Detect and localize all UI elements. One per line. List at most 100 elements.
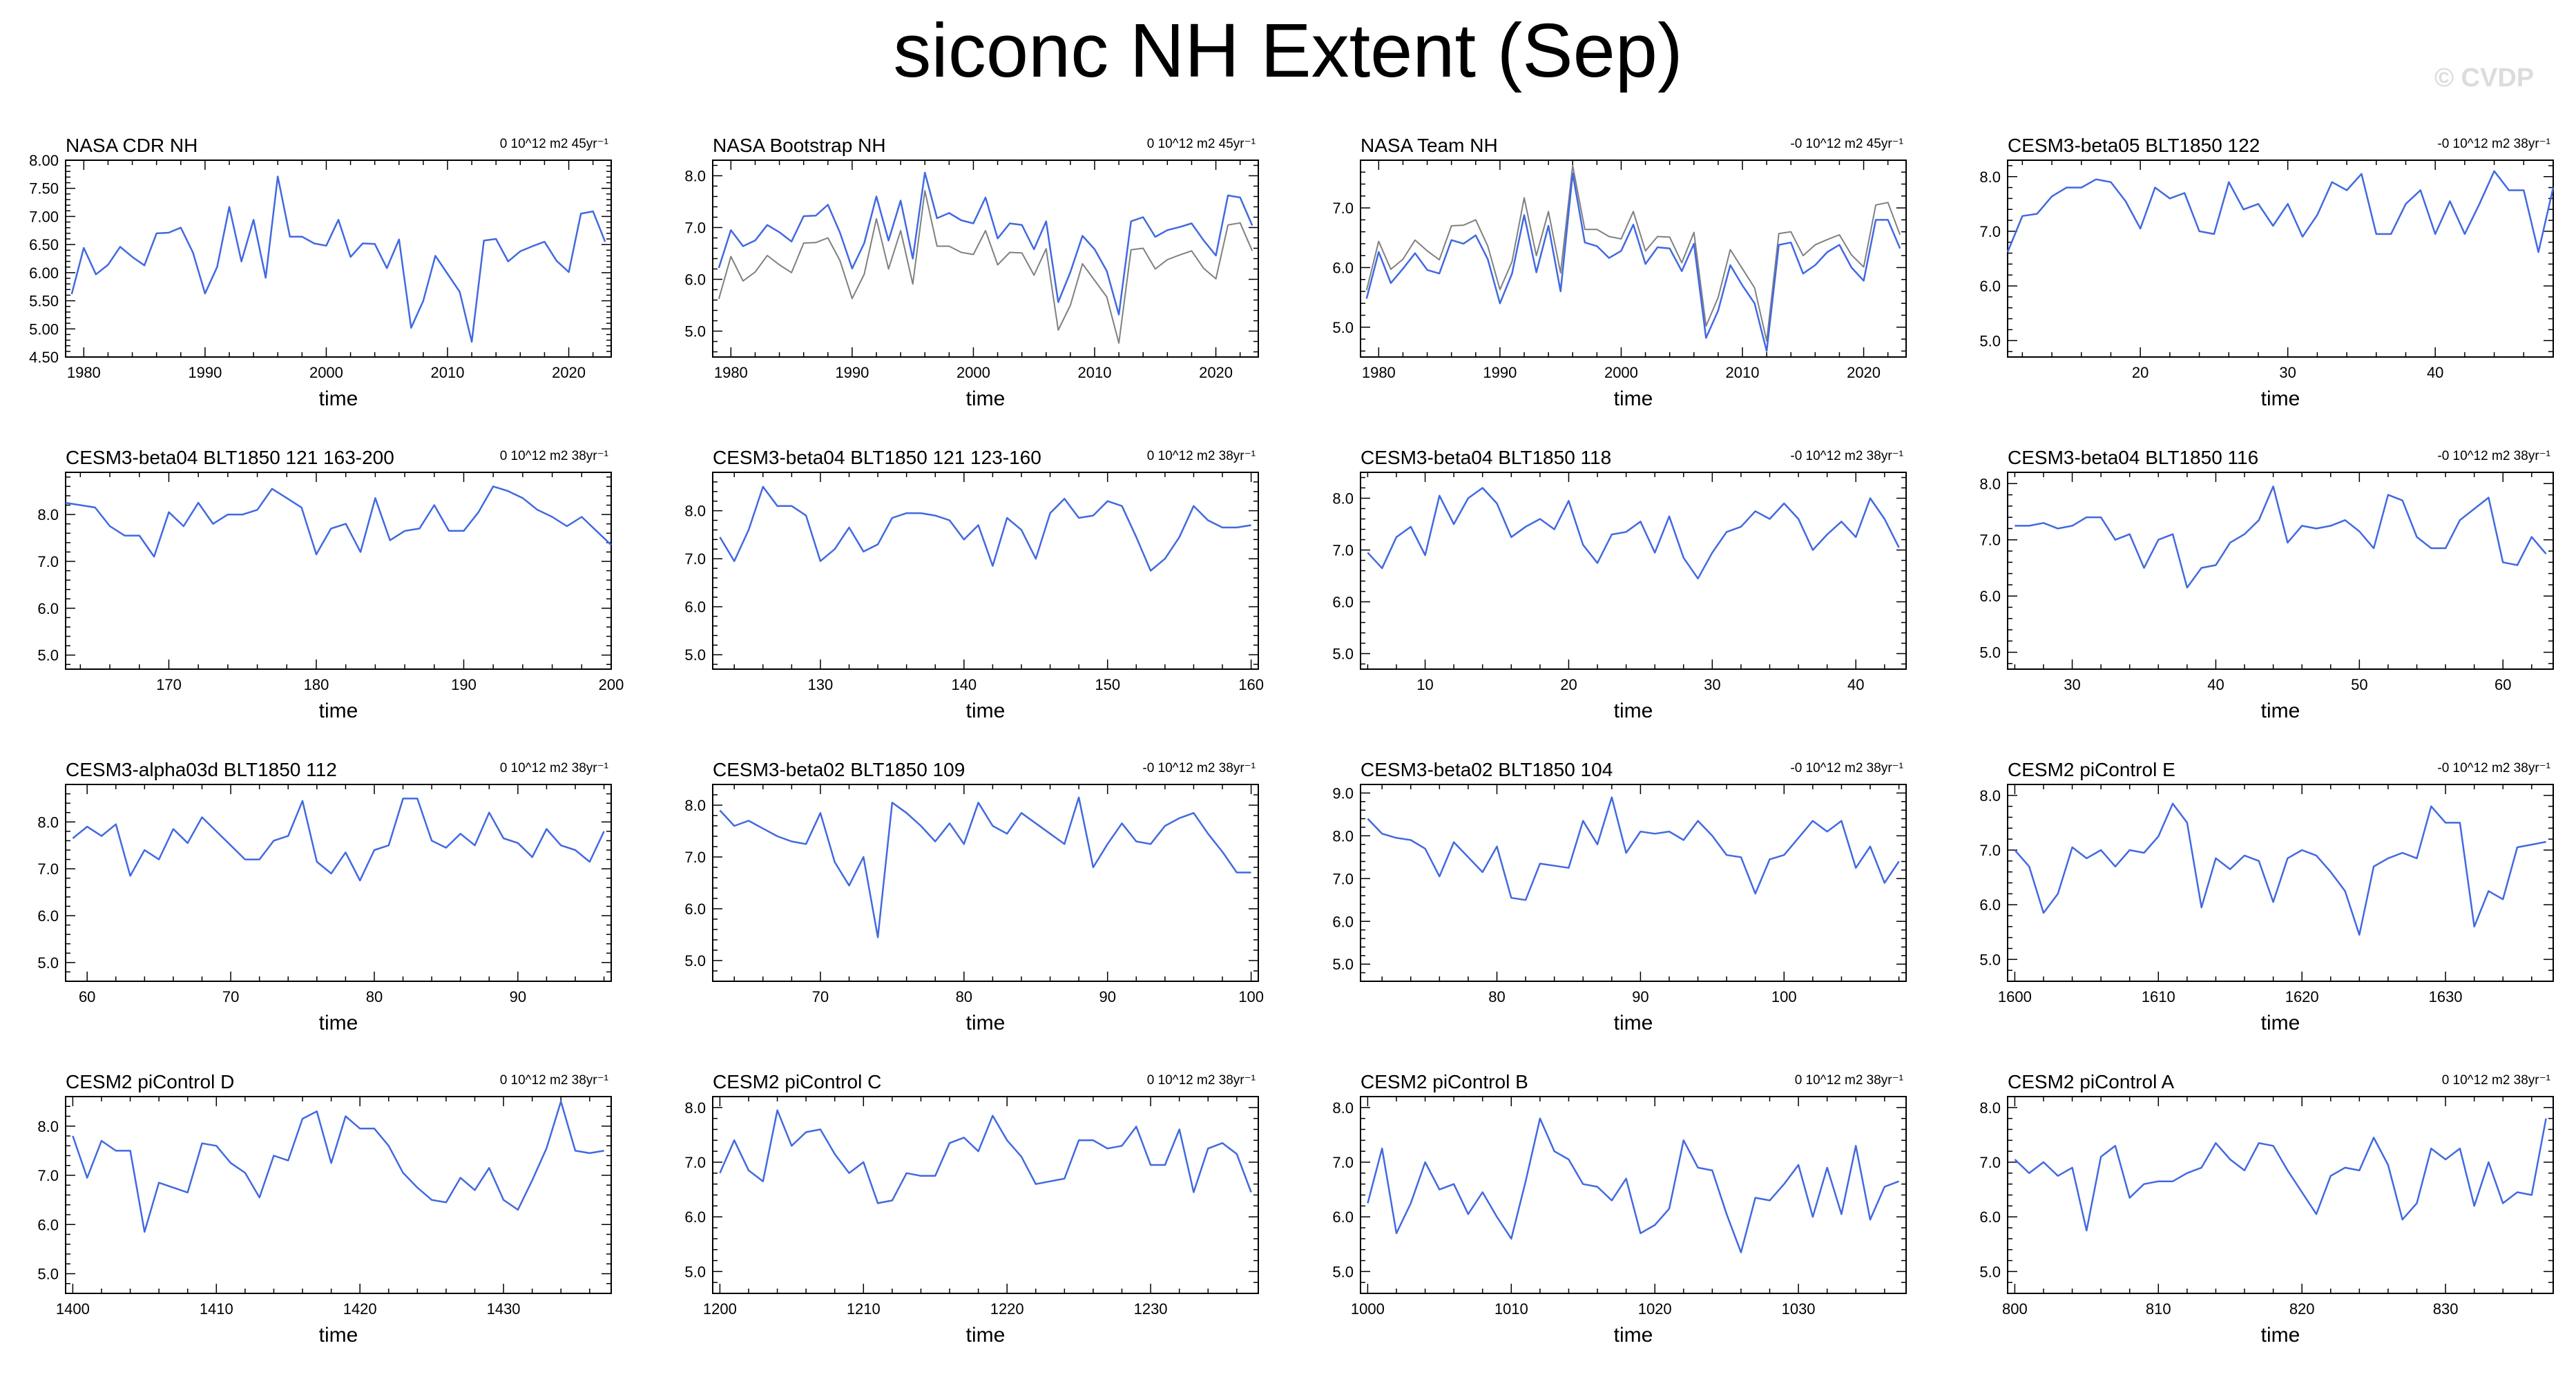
chart-title: CESM3-beta05 BLT1850 122 (2008, 135, 2260, 156)
y-tick-label: 6.00 (29, 264, 59, 282)
chart-panel: CESM2 piControl B 0 10^12 m2 38yr⁻¹ 5.0 6.0… (1332, 1071, 1907, 1347)
y-tick-label: 4.50 (29, 349, 59, 366)
model-series-line (2014, 1118, 2547, 1232)
chart-title: NASA Bootstrap NH (713, 135, 886, 156)
x-tick-label: 1230 (1134, 1300, 1168, 1318)
y-tick-label: 7.0 (37, 860, 59, 878)
plot-frame (712, 1096, 1259, 1294)
y-tick-label: 7.00 (29, 208, 59, 225)
y-tick-label: 7.0 (684, 1154, 706, 1171)
x-tick-label: 40 (2427, 364, 2443, 381)
x-tick-label: 130 (808, 676, 834, 693)
chart-title: NASA Team NH (1361, 135, 1498, 156)
x-tick-label: 800 (2002, 1300, 2028, 1318)
plot-frame (65, 160, 612, 358)
x-tick-label: 90 (1099, 988, 1115, 1005)
model-series-line (2006, 170, 2555, 253)
x-tick-label: 190 (451, 676, 477, 693)
plot-frame (712, 472, 1259, 670)
chart-title: CESM3-beta02 BLT1850 104 (1361, 759, 1613, 780)
plot-frame (712, 784, 1259, 982)
observed-series-line (718, 190, 1253, 344)
y-tick-label: 5.0 (37, 954, 59, 972)
y-tick-label: 5.0 (1979, 1263, 2001, 1280)
chart-annotation: 0 10^12 m2 38yr⁻¹ (1795, 1073, 1903, 1088)
x-tick-label: 80 (1488, 988, 1505, 1005)
x-axis-label: time (319, 387, 358, 410)
y-tick-label: 5.0 (684, 1263, 706, 1280)
x-axis-label: time (1614, 1012, 1653, 1034)
x-tick-label: 50 (2351, 676, 2367, 693)
x-axis-label: time (966, 700, 1006, 722)
x-tick-label: 30 (2064, 676, 2080, 693)
y-tick-label: 8.0 (1979, 1099, 2001, 1117)
x-axis-label: time (2261, 387, 2300, 410)
x-tick-label: 2020 (1847, 364, 1881, 381)
y-tick-label: 8.0 (1332, 1099, 1354, 1117)
x-tick-label: 2020 (1199, 364, 1233, 381)
y-tick-label: 8.0 (684, 168, 706, 185)
y-tick-label: 7.0 (684, 849, 706, 866)
x-tick-label: 40 (1847, 676, 1864, 693)
x-tick-label: 20 (1560, 676, 1577, 693)
x-axis-label: time (966, 387, 1006, 410)
y-tick-label: 6.0 (1979, 1208, 2001, 1226)
chart-title: CESM3-beta04 BLT1850 121 163-200 (66, 447, 394, 468)
y-tick-label: 7.0 (37, 553, 59, 570)
plot-frame (1360, 784, 1907, 982)
observed-series-line (1365, 164, 1901, 342)
y-tick-label: 8.0 (1979, 787, 2001, 804)
chart-title: CESM3-beta02 BLT1850 109 (713, 759, 965, 780)
x-tick-label: 1410 (200, 1300, 233, 1318)
y-tick-label: 7.0 (1979, 1154, 2001, 1171)
chart-title: CESM3-beta04 BLT1850 116 (2008, 447, 2258, 468)
x-tick-label: 1990 (835, 364, 869, 381)
chart-panel: CESM3-beta04 BLT1850 121 163-200 0 10^12 … (37, 447, 624, 722)
x-tick-label: 1600 (1998, 988, 2032, 1005)
x-tick-label: 170 (156, 676, 182, 693)
y-tick-label: 7.0 (1332, 870, 1354, 887)
x-tick-label: 180 (304, 676, 329, 693)
x-tick-label: 1220 (990, 1300, 1024, 1318)
chart-panel: CESM3-alpha03d BLT1850 112 0 10^12 m2 38y… (37, 759, 612, 1034)
page-title: siconc NH Extent (Sep) (893, 8, 1683, 93)
plot-frame (65, 1096, 612, 1294)
y-tick-label: 8.0 (1979, 475, 2001, 492)
model-series-line (1367, 1117, 1900, 1253)
y-tick-label: 5.0 (1332, 956, 1354, 973)
x-tick-label: 1630 (2429, 988, 2463, 1005)
x-axis-label: time (319, 700, 358, 722)
y-tick-label: 6.0 (684, 271, 706, 289)
x-axis-label: time (2261, 1324, 2300, 1347)
x-tick-label: 1990 (188, 364, 222, 381)
x-tick-label: 150 (1095, 676, 1120, 693)
model-series-line (1365, 172, 1901, 352)
y-tick-label: 6.0 (1332, 594, 1354, 611)
chart-panel: NASA CDR NH 0 10^12 m2 45yr⁻¹ 4.50 5.00 5.50… (29, 135, 612, 410)
x-tick-label: 1980 (67, 364, 101, 381)
y-tick-label: 5.0 (684, 646, 706, 664)
y-tick-label: 6.0 (1332, 913, 1354, 930)
x-tick-label: 810 (2146, 1300, 2171, 1318)
chart-annotation: 0 10^12 m2 38yr⁻¹ (500, 1073, 608, 1088)
model-series-line (72, 1100, 604, 1233)
y-tick-label: 8.0 (37, 813, 59, 831)
x-tick-label: 2000 (309, 364, 343, 381)
y-tick-label: 6.0 (1979, 896, 2001, 914)
x-tick-label: 2010 (1726, 364, 1760, 381)
cvdp-watermark: © CVDP (2434, 64, 2535, 93)
x-tick-label: 1400 (56, 1300, 90, 1318)
y-tick-label: 6.0 (1332, 259, 1354, 276)
x-axis-label: time (2261, 700, 2300, 722)
x-tick-label: 20 (2132, 364, 2149, 381)
x-tick-label: 2000 (1604, 364, 1638, 381)
x-tick-label: 2010 (431, 364, 465, 381)
chart-panel: CESM2 piControl C 0 10^12 m2 38yr⁻¹ 5.0 6.0… (684, 1071, 1259, 1347)
y-tick-label: 7.0 (684, 220, 706, 237)
chart-annotation: -0 10^12 m2 38yr⁻¹ (2437, 761, 2550, 775)
y-tick-label: 6.0 (37, 1216, 59, 1233)
chart-panel: CESM3-beta05 BLT1850 122 -0 10^12 m2 38yr… (1979, 135, 2555, 410)
chart-panel: CESM3-beta02 BLT1850 109 -0 10^12 m2 38yr… (684, 759, 1264, 1034)
chart-title: CESM3-beta04 BLT1850 118 (1361, 447, 1611, 468)
y-tick-label: 6.0 (37, 600, 59, 617)
